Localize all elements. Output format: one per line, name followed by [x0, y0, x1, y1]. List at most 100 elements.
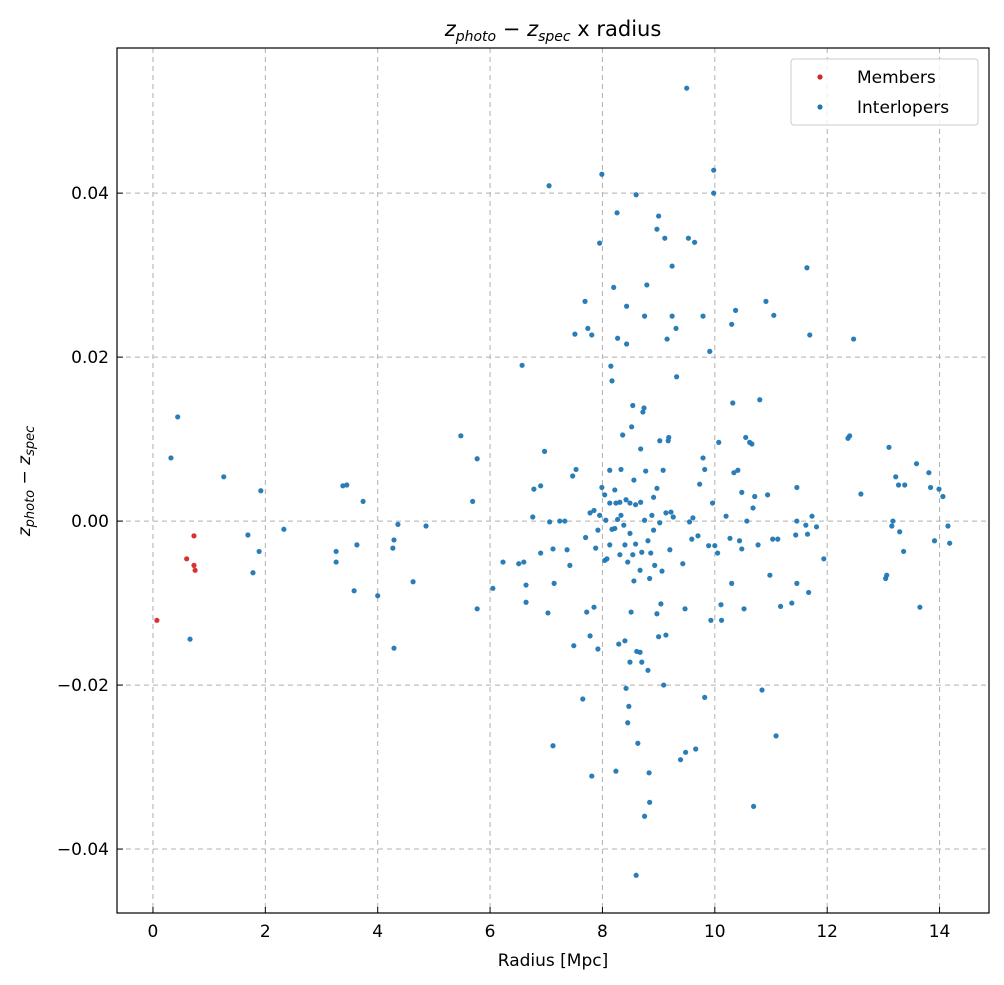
interlopers-point [593, 545, 599, 551]
interlopers-point [765, 492, 771, 498]
interlopers-point [629, 424, 635, 430]
interlopers-point [794, 518, 800, 524]
interlopers-point [895, 482, 902, 488]
interlopers-point [550, 546, 556, 552]
interlopers-point [702, 466, 708, 473]
interlopers-point [589, 773, 595, 779]
interlopers-point [677, 757, 684, 763]
interlopers-point [793, 532, 799, 538]
interlopers-point [597, 240, 603, 246]
interlopers-point [750, 505, 756, 511]
interlopers-point [668, 509, 674, 515]
interlopers-point [755, 542, 761, 548]
interlopers-point [521, 559, 527, 565]
interlopers-point [627, 530, 633, 536]
interlopers-point [654, 611, 660, 617]
interlopers-point [620, 432, 626, 438]
interlopers-point [562, 518, 568, 524]
x-tick-label: 0 [148, 922, 159, 942]
interlopers-point [538, 483, 544, 489]
legend-box [790, 58, 979, 126]
interlopers-point [595, 527, 601, 533]
interlopers-point [623, 685, 629, 691]
interlopers-point [474, 456, 480, 462]
interlopers-point [618, 512, 624, 518]
interlopers-point [597, 512, 603, 518]
interlopers-point [633, 872, 639, 878]
interlopers-point [602, 557, 608, 564]
interlopers-point [680, 561, 686, 567]
interlopers-point [187, 636, 193, 642]
interlopers-point [650, 527, 657, 533]
chart-title: zphoto − zspec x radius [444, 17, 662, 45]
interlopers-point [599, 171, 605, 177]
interlopers-point [607, 467, 613, 473]
interlopers-point [591, 604, 597, 610]
interlopers-point [639, 659, 645, 665]
interlopers-point [750, 803, 757, 810]
interlopers-point [631, 477, 637, 483]
interlopers-point [530, 514, 536, 520]
interlopers-point [654, 226, 660, 232]
interlopers-point [821, 556, 827, 562]
interlopers-point [656, 634, 662, 640]
interlopers-point [490, 585, 496, 591]
interlopers-point [458, 433, 464, 439]
interlopers-point [858, 491, 864, 497]
interlopers-point [523, 582, 529, 588]
interlopers-point [607, 500, 613, 506]
interlopers-point [752, 493, 758, 500]
interlopers-point [618, 466, 624, 473]
interlopers-point [663, 510, 669, 516]
interlopers-point [659, 568, 665, 574]
x-tick-label: 6 [485, 922, 496, 942]
interlopers-point [646, 770, 652, 776]
interlopers-point [623, 497, 629, 503]
interlopers-point [609, 526, 615, 532]
interlopers-point [913, 461, 920, 467]
interlopers-point [599, 484, 605, 491]
data-points [154, 85, 953, 878]
interlopers-point [695, 533, 701, 539]
interlopers-point [718, 602, 724, 608]
interlopers-point [625, 720, 631, 726]
interlopers-point [523, 599, 529, 605]
interlopers-point [804, 531, 811, 537]
interlopers-point [707, 348, 713, 354]
interlopers-point [624, 341, 630, 347]
interlopers-point [632, 541, 639, 547]
interlopers-point [804, 265, 810, 271]
interlopers-point [674, 374, 680, 380]
interlopers-point [645, 538, 651, 544]
interlopers-point [607, 542, 613, 548]
interlopers-point [622, 638, 628, 644]
interlopers-point [573, 466, 579, 473]
members-point [184, 556, 190, 562]
interlopers-point [546, 183, 552, 189]
interlopers-point [281, 526, 287, 532]
interlopers-point [633, 192, 639, 198]
interlopers-point [733, 307, 739, 313]
interlopers-point [635, 740, 641, 746]
interlopers-point [794, 484, 800, 491]
interlopers-point [582, 534, 589, 541]
y-tick-label: 0.04 [71, 184, 109, 204]
interlopers-point [729, 580, 735, 586]
interlopers-point [697, 481, 703, 487]
interlopers-point [884, 572, 890, 578]
interlopers-point [684, 85, 690, 91]
members-point [191, 533, 197, 539]
interlopers-point [947, 540, 953, 546]
interlopers-point [256, 548, 262, 555]
interlopers-point [638, 446, 644, 452]
interlopers-point [647, 799, 653, 805]
interlopers-point [715, 550, 721, 556]
interlopers-point [889, 523, 895, 529]
interlopers-point [570, 473, 576, 479]
interlopers-point [585, 325, 591, 332]
interlopers-point [847, 433, 853, 439]
interlopers-point [739, 489, 745, 495]
interlopers-point [627, 659, 633, 665]
interlopers-point [749, 441, 755, 447]
interlopers-point [375, 593, 381, 599]
